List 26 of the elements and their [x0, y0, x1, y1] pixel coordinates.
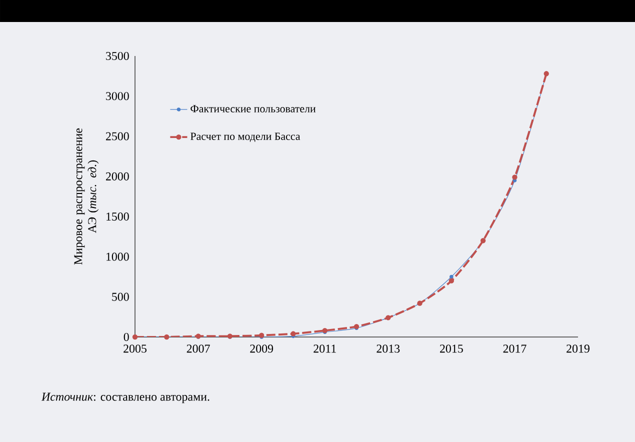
point	[354, 324, 360, 330]
point	[450, 274, 454, 279]
x-tick-label: 2013	[376, 344, 400, 353]
x-tick-label: 2007	[186, 344, 210, 353]
point	[512, 174, 518, 180]
x-tick-label: 2009	[250, 344, 274, 353]
x-tick-label: 2011	[314, 344, 336, 353]
point	[258, 332, 264, 338]
y-tick-label: 0	[124, 332, 129, 342]
y-tick-label: 2000	[106, 172, 129, 180]
y-tick-label: 1000	[106, 252, 129, 261]
text: Источник: составлено авторами.	[41, 392, 210, 404]
legend-label: Фактические пользователи	[190, 105, 316, 112]
x-tick-label: 2015	[440, 344, 463, 353]
point	[290, 331, 296, 336]
y-tick-label: 3500	[106, 52, 129, 60]
x-tick-label: 2017	[503, 344, 526, 353]
point	[322, 328, 328, 334]
y-tick-label: 1500	[106, 212, 129, 221]
y-tick-label: 3000	[106, 92, 129, 100]
x-tick-label: 2019	[566, 344, 590, 353]
y-tick-label: 500	[112, 292, 129, 301]
point	[448, 278, 454, 284]
y-tick-label: 2500	[106, 132, 129, 140]
legend-label: Расчет по модели Басса	[190, 132, 300, 142]
x-tick-label: 2005	[124, 344, 146, 353]
